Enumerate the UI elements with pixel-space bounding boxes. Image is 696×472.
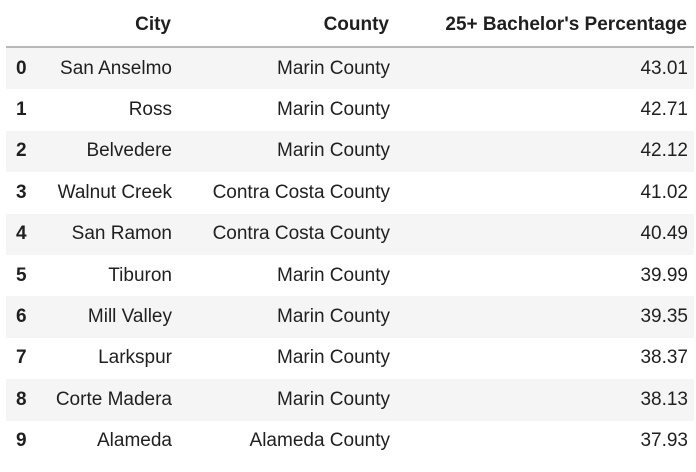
row-index: 9 <box>16 430 27 452</box>
table-body: 0 San Anselmo Marin County 43.01 1 Ross … <box>6 47 694 462</box>
cell-bachelors-percentage: 39.35 <box>640 306 688 328</box>
cell-county: Contra Costa County <box>212 181 390 203</box>
cell-city: Larkspur <box>98 347 172 369</box>
header-bachelors-percentage: 25+ Bachelor's Percentage <box>396 4 694 48</box>
table-row: 2 Belvedere Marin County 42.12 <box>6 130 694 173</box>
row-index: 4 <box>16 223 27 245</box>
cell-bachelors-percentage: 37.93 <box>640 430 688 452</box>
cell-city: San Ramon <box>71 223 172 245</box>
cell-county: Marin County <box>277 140 390 162</box>
row-index: 5 <box>16 264 27 286</box>
cell-city: Ross <box>128 99 172 121</box>
cell-county: Contra Costa County <box>212 223 390 245</box>
table-row: 3 Walnut Creek Contra Costa County 41.02 <box>6 172 694 214</box>
cell-city: Belvedere <box>86 140 172 162</box>
cell-bachelors-percentage: 41.02 <box>640 181 688 203</box>
table-row: 1 Ross Marin County 42.71 <box>6 89 694 131</box>
cell-county: Marin County <box>277 264 390 286</box>
table-row: 0 San Anselmo Marin County 43.01 <box>6 47 694 90</box>
header-county: County <box>178 4 396 48</box>
cell-county: Marin County <box>277 347 390 369</box>
dataframe-table: City County 25+ Bachelor's Percentage 0 … <box>6 4 694 462</box>
cell-bachelors-percentage: 38.13 <box>640 388 688 410</box>
cell-city: Corte Madera <box>55 388 172 410</box>
cell-bachelors-percentage: 39.99 <box>640 264 688 286</box>
cell-bachelors-percentage: 38.37 <box>640 347 688 369</box>
header-index <box>6 4 44 48</box>
cell-county: Marin County <box>277 306 390 328</box>
dataframe-output: City County 25+ Bachelor's Percentage 0 … <box>6 4 694 462</box>
cell-bachelors-percentage: 42.71 <box>640 99 688 121</box>
row-index: 7 <box>16 347 27 369</box>
cell-city: Tiburon <box>108 264 172 286</box>
header-row: City County 25+ Bachelor's Percentage <box>6 4 694 48</box>
table-row: 8 Corte Madera Marin County 38.13 <box>6 379 694 421</box>
row-index: 3 <box>16 181 27 203</box>
row-index: 0 <box>16 57 27 79</box>
cell-county: Alameda County <box>249 430 390 452</box>
cell-bachelors-percentage: 42.12 <box>640 140 688 162</box>
row-index: 6 <box>16 306 27 328</box>
table-row: 5 Tiburon Marin County 39.99 <box>6 254 694 297</box>
header-city: City <box>44 4 178 48</box>
cell-bachelors-percentage: 40.49 <box>640 223 688 245</box>
row-index: 2 <box>16 140 27 162</box>
cell-city: Mill Valley <box>87 306 172 328</box>
table-header: City County 25+ Bachelor's Percentage <box>6 4 694 48</box>
cell-county: Marin County <box>277 99 390 121</box>
cell-bachelors-percentage: 43.01 <box>640 57 688 79</box>
table-row: 4 San Ramon Contra Costa County 40.49 <box>6 213 694 255</box>
cell-city: San Anselmo <box>60 57 172 79</box>
table-row: 6 Mill Valley Marin County 39.35 <box>6 296 694 338</box>
table-row: 7 Larkspur Marin County 38.37 <box>6 337 694 380</box>
row-index: 8 <box>16 388 27 410</box>
cell-county: Marin County <box>277 388 390 410</box>
cell-city: Walnut Creek <box>57 181 172 203</box>
row-index: 1 <box>16 99 27 121</box>
cell-county: Marin County <box>277 57 390 79</box>
table-row: 9 Alameda Alameda County 37.93 <box>6 420 694 462</box>
cell-city: Alameda <box>97 430 172 452</box>
